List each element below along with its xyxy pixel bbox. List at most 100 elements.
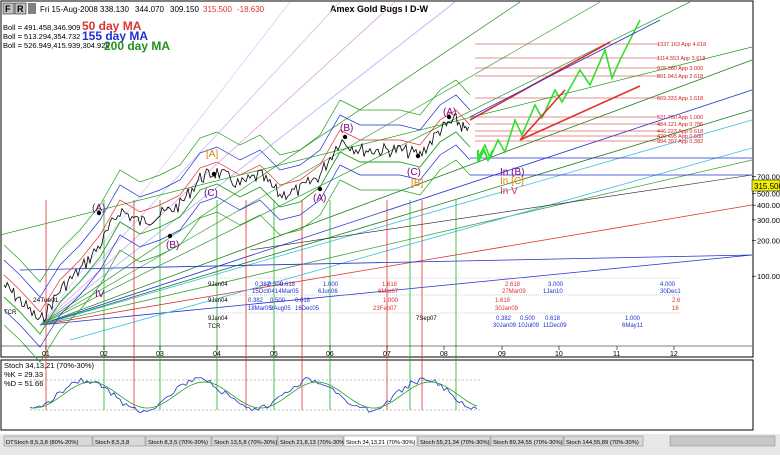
time-label: 0.382 xyxy=(496,316,512,322)
tcr-label: TCR xyxy=(208,324,221,330)
indicator-tab[interactable] xyxy=(563,435,644,447)
time-label: 3.000 xyxy=(548,282,564,288)
indicator-tab[interactable] xyxy=(490,435,564,447)
time-label: 27Mar09 xyxy=(502,289,526,295)
time-tick-label: 11 xyxy=(613,351,620,358)
time-tick-label: 12 xyxy=(670,351,678,358)
indicator-tabs: DTStoch 8,5,3,8 (80%-20%) Stoch 8,5,3,8 St… xyxy=(0,434,780,455)
time-label: 1.000 xyxy=(323,282,339,288)
price-tick-label: 200.000 xyxy=(757,237,780,246)
wave-label-a-bracket: [A] xyxy=(206,149,218,160)
time-label: 10Jul09 xyxy=(518,323,540,329)
price-series xyxy=(3,113,469,323)
legend-ma-155: 155 day MA xyxy=(82,29,148,43)
projection-lines xyxy=(469,19,661,163)
trend-fan-lines xyxy=(0,1,753,341)
projection-green xyxy=(477,19,641,161)
time-label: 0.500 xyxy=(270,298,286,304)
fan-line xyxy=(39,254,753,326)
time-label: 30Jan09 xyxy=(493,323,517,329)
legend-boll-3: Boll = 526.949,415.939,304.928 xyxy=(3,41,110,50)
time-label: 7Sep07 xyxy=(416,316,437,322)
indicator-tab[interactable] xyxy=(417,435,491,447)
time-tick-label: 02 xyxy=(100,351,108,358)
legend-ma-50: 50 day MA xyxy=(82,19,142,33)
time-label: 1.618 xyxy=(382,282,398,288)
stochastic-panel xyxy=(29,377,480,413)
wave-label-a3: (A) xyxy=(443,107,456,118)
time-label: 9Aug05 xyxy=(270,306,291,312)
fib-levels: 1337.163 App 4.618 1114.553 App 3.618 976.… xyxy=(475,42,706,145)
time-label: 16 xyxy=(672,306,679,312)
stoch-plot-frame xyxy=(0,359,754,431)
legend: Boll = 491.458,346.909 50 day MA Boll = … xyxy=(3,19,170,53)
price-line xyxy=(3,113,469,323)
indicator-tab-label: Stoch 8,5,3,8 xyxy=(95,440,129,446)
time-anchor: 9Jan04 xyxy=(208,298,228,304)
fan-line xyxy=(39,1,521,326)
ma-50-line xyxy=(3,109,471,313)
f-button[interactable] xyxy=(2,2,15,15)
price-tick-label: 700.000 xyxy=(757,172,780,181)
horizontal-scrollbar[interactable] xyxy=(669,435,776,447)
wave-label-b-bracket: [B] xyxy=(411,178,423,189)
time-tick-label: 06 xyxy=(326,351,334,358)
lower-band-200 xyxy=(3,159,471,363)
stoch-k: %K = 29.33 xyxy=(4,370,43,379)
projection-green-small xyxy=(477,147,494,163)
indicator-tab-label: Stoch 8,3,5 (70%-30%) xyxy=(148,440,208,446)
fib-level-label: 394.397 App 0.382 xyxy=(657,139,703,145)
wave-marker xyxy=(167,233,173,239)
time-label: 23Feb07 xyxy=(373,306,397,312)
tcr-label-left: TCR xyxy=(4,310,17,316)
fan-line xyxy=(39,119,753,326)
chart-title: Amex Gold Bugs I D-W xyxy=(330,4,429,14)
time-tick-label: 07 xyxy=(383,351,391,358)
indicator-tab-label: DTStoch 8,5,3,8 (80%-20%) xyxy=(6,440,79,446)
fan-line xyxy=(39,1,691,326)
time-tick-label: 03 xyxy=(156,351,164,358)
fib-level-label: 669.333 App 1.618 xyxy=(657,96,703,102)
indicator-tab[interactable] xyxy=(277,435,344,447)
time-label: 18Mar05 xyxy=(248,306,272,312)
fib-level-label: 484.121 App 0.786 xyxy=(657,122,703,128)
r-button[interactable] xyxy=(14,2,27,15)
indicator-tab[interactable] xyxy=(211,435,278,447)
last-price-box xyxy=(751,179,780,192)
open-readout: 338.130 xyxy=(100,5,129,14)
stoch-title: Stoch 34,13,21 (70%-30%) xyxy=(4,361,95,370)
time-label: 1.618 xyxy=(495,298,511,304)
time-label: 14Mar05 xyxy=(275,289,299,295)
time-label: 0.618 xyxy=(295,298,311,304)
high-readout: 344.070 xyxy=(135,5,164,14)
indicator-tab[interactable] xyxy=(343,435,418,447)
price-tick-label: 400.000 xyxy=(757,201,780,210)
time-anchor: 9Jan04 xyxy=(208,282,228,288)
time-cycle-lines xyxy=(45,200,457,410)
fan-line xyxy=(39,1,291,326)
indicator-tab[interactable] xyxy=(92,435,146,447)
trend-line xyxy=(249,174,753,251)
fib-level-label: 1337.163 App 4.618 xyxy=(657,42,706,48)
time-label: 11Dec09 xyxy=(543,323,567,329)
wave-marker xyxy=(342,134,348,140)
time-label: 0.382 xyxy=(248,298,264,304)
fan-line xyxy=(39,1,341,326)
toolbar: F R Fri 15-Aug-2008 338.130 344.070 309.… xyxy=(2,2,265,15)
legend-boll-2: Boll = 513.294,354.732 xyxy=(3,32,80,41)
fan-line xyxy=(39,109,753,326)
wave-label-a1: (A) xyxy=(92,203,105,214)
time-label: 0.618 xyxy=(280,282,296,288)
time-axis: 01 02 03 04 05 06 07 08 09 10 11 12 xyxy=(1,345,752,358)
indicator-tab-label: Stoch 89,34,55 (70%-30%) xyxy=(493,440,563,446)
r-button-label: R xyxy=(17,4,24,14)
indicator-tab-label: Stoch 55,21,34 (70%-30%) xyxy=(420,440,490,446)
indicator-tab[interactable] xyxy=(145,435,212,447)
time-tick-label: 04 xyxy=(213,351,221,358)
indicator-tab[interactable] xyxy=(3,435,93,447)
stoch-d-line xyxy=(29,381,478,409)
price-tick-label: 500.000 xyxy=(757,190,780,199)
time-label: 1Jan10 xyxy=(543,289,563,295)
fan-line xyxy=(39,204,753,326)
